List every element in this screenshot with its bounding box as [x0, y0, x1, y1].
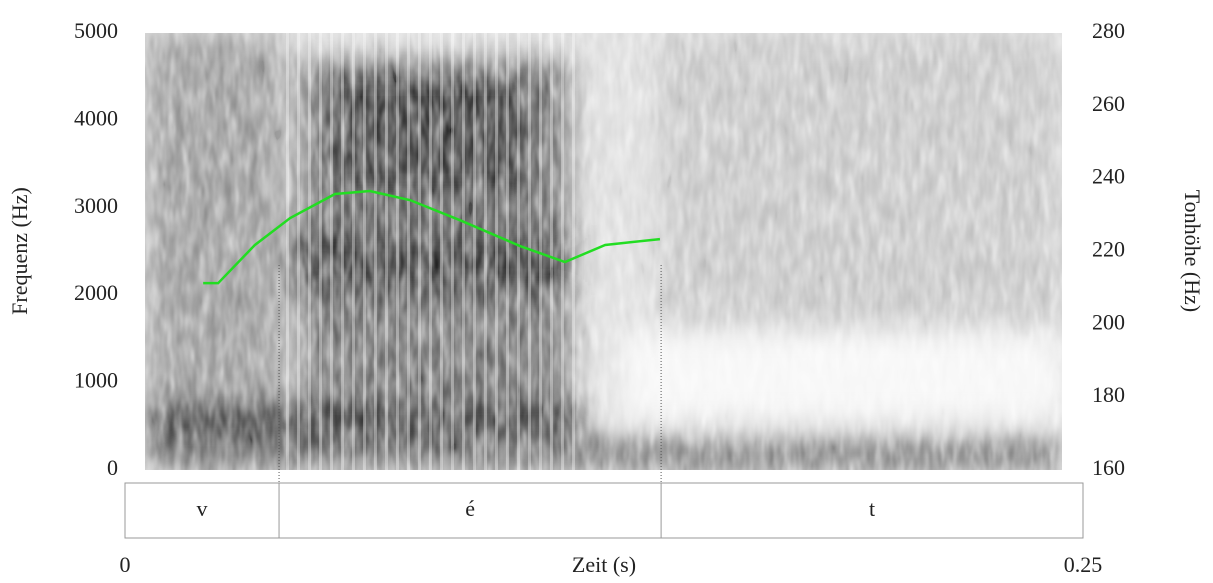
- y2-tick-label: 200: [1092, 309, 1125, 334]
- y2-tick-label: 280: [1092, 18, 1125, 43]
- segment-label: v: [197, 496, 208, 521]
- spectrogram: [145, 33, 1062, 470]
- tier-box: [124, 482, 1084, 539]
- y2-tick-label: 180: [1092, 382, 1125, 407]
- y2-tick-label: 220: [1092, 237, 1125, 262]
- y-tick-label: 2000: [74, 280, 118, 305]
- y-tick-label: 5000: [74, 18, 118, 43]
- y2-axis-label: Tonhöhe (Hz): [1180, 190, 1205, 312]
- segment-label: é: [465, 496, 475, 521]
- x-tick-label: 0: [120, 552, 131, 577]
- pitch-line: [203, 189, 661, 285]
- segment-label: t: [869, 496, 875, 521]
- y-tick-label: 3000: [74, 193, 118, 218]
- y-tick-label: 4000: [74, 105, 118, 130]
- y2-tick-label: 240: [1092, 164, 1125, 189]
- x-tick-label: 0.25: [1064, 552, 1103, 577]
- y2-tick-label: 260: [1092, 91, 1125, 116]
- y-tick-label: 0: [107, 455, 118, 480]
- x-axis-label: Zeit (s): [572, 552, 636, 577]
- y2-tick-label: 160: [1092, 455, 1125, 480]
- y-axis-label: Frequenz (Hz): [7, 187, 32, 315]
- y-tick-label: 1000: [74, 368, 118, 393]
